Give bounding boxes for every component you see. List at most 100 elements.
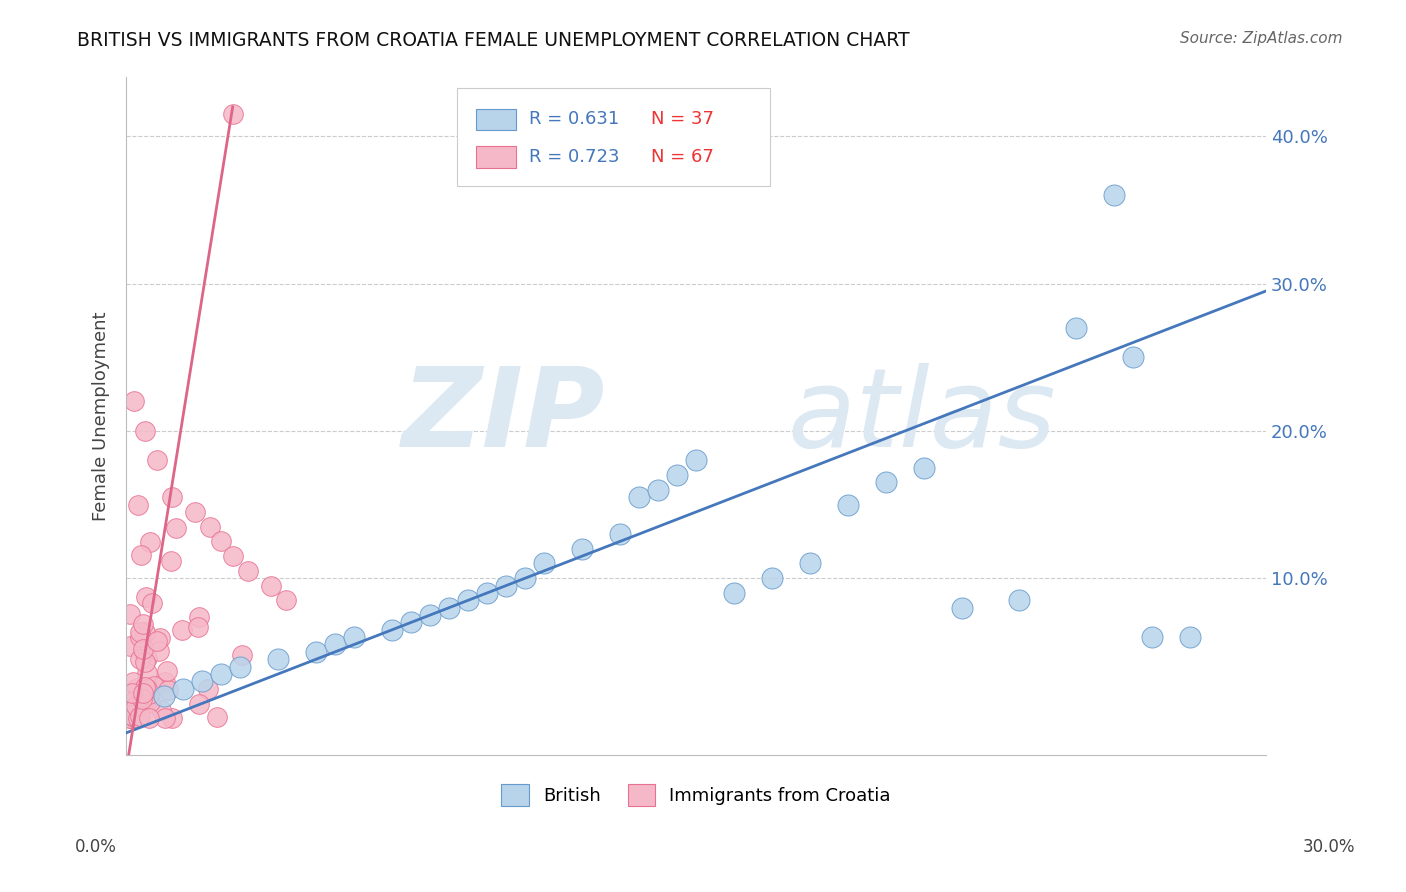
Text: R = 0.631: R = 0.631 <box>529 111 619 128</box>
Point <box>125 699 148 714</box>
Point <box>157 683 180 698</box>
Point <box>149 703 172 717</box>
FancyBboxPatch shape <box>457 87 770 186</box>
Point <box>120 639 142 653</box>
Point <box>221 549 243 563</box>
Point <box>122 674 145 689</box>
Point <box>132 641 155 656</box>
Point <box>323 637 346 651</box>
Point <box>129 652 152 666</box>
Point <box>761 571 783 585</box>
Point <box>122 710 145 724</box>
Point <box>875 475 897 490</box>
Point <box>229 659 252 673</box>
Point <box>156 665 179 679</box>
Point <box>188 698 211 712</box>
Point <box>236 564 259 578</box>
Point <box>131 686 153 700</box>
Legend: British, Immigrants from Croatia: British, Immigrants from Croatia <box>495 777 898 814</box>
Point <box>128 624 150 639</box>
FancyBboxPatch shape <box>477 109 516 130</box>
Point <box>162 711 184 725</box>
Point <box>457 593 479 607</box>
Point <box>515 571 537 585</box>
Point <box>132 617 155 632</box>
Point <box>120 711 142 725</box>
Text: atlas: atlas <box>787 363 1056 470</box>
Point <box>134 697 156 711</box>
Point <box>155 674 177 689</box>
Point <box>274 593 297 607</box>
Point <box>305 645 328 659</box>
Point <box>209 666 232 681</box>
Text: Source: ZipAtlas.com: Source: ZipAtlas.com <box>1180 31 1343 46</box>
Text: 0.0%: 0.0% <box>75 838 117 855</box>
Point <box>141 596 163 610</box>
Point <box>191 674 214 689</box>
Point <box>121 685 143 699</box>
Point <box>134 624 156 639</box>
Point <box>132 646 155 660</box>
Point <box>666 468 689 483</box>
Point <box>1008 593 1031 607</box>
Point <box>197 681 219 696</box>
Point <box>135 682 157 697</box>
Point <box>183 505 205 519</box>
Point <box>1122 351 1144 365</box>
Text: N = 67: N = 67 <box>651 148 713 166</box>
Point <box>571 541 593 556</box>
Point <box>172 681 194 696</box>
Point <box>188 610 211 624</box>
Point <box>139 535 162 549</box>
Point <box>120 711 142 725</box>
Point <box>343 630 366 644</box>
Y-axis label: Female Unemployment: Female Unemployment <box>93 311 110 521</box>
Point <box>135 590 157 604</box>
Point <box>146 634 169 648</box>
Point <box>221 107 243 121</box>
Point <box>145 453 167 467</box>
Point <box>138 711 160 725</box>
Point <box>134 681 156 695</box>
Point <box>912 460 935 475</box>
Point <box>131 692 153 706</box>
Point <box>134 424 156 438</box>
Point <box>129 548 152 562</box>
Point <box>647 483 669 497</box>
Point <box>143 679 166 693</box>
Point <box>187 620 209 634</box>
Point <box>120 607 142 622</box>
Point <box>127 711 149 725</box>
Point <box>129 709 152 723</box>
Point <box>127 498 149 512</box>
Point <box>198 519 221 533</box>
Point <box>837 498 859 512</box>
Text: ZIP: ZIP <box>402 363 605 470</box>
Point <box>149 631 172 645</box>
Point <box>628 490 651 504</box>
Point <box>799 557 821 571</box>
Text: N = 37: N = 37 <box>651 111 714 128</box>
Point <box>125 697 148 711</box>
Point <box>495 578 517 592</box>
Point <box>170 624 193 638</box>
Point <box>399 615 422 630</box>
Point <box>125 681 148 695</box>
Point <box>159 553 181 567</box>
Point <box>1064 320 1087 334</box>
Point <box>134 655 156 669</box>
Point <box>136 665 159 680</box>
Text: R = 0.723: R = 0.723 <box>529 148 619 166</box>
Point <box>129 630 152 644</box>
Point <box>419 607 441 622</box>
Point <box>148 644 170 658</box>
Point <box>950 600 973 615</box>
Point <box>160 490 183 504</box>
Point <box>1140 630 1163 644</box>
Point <box>260 578 283 592</box>
Point <box>477 586 499 600</box>
Point <box>723 586 745 600</box>
Point <box>165 521 187 535</box>
Point <box>533 557 555 571</box>
Point <box>136 650 159 665</box>
